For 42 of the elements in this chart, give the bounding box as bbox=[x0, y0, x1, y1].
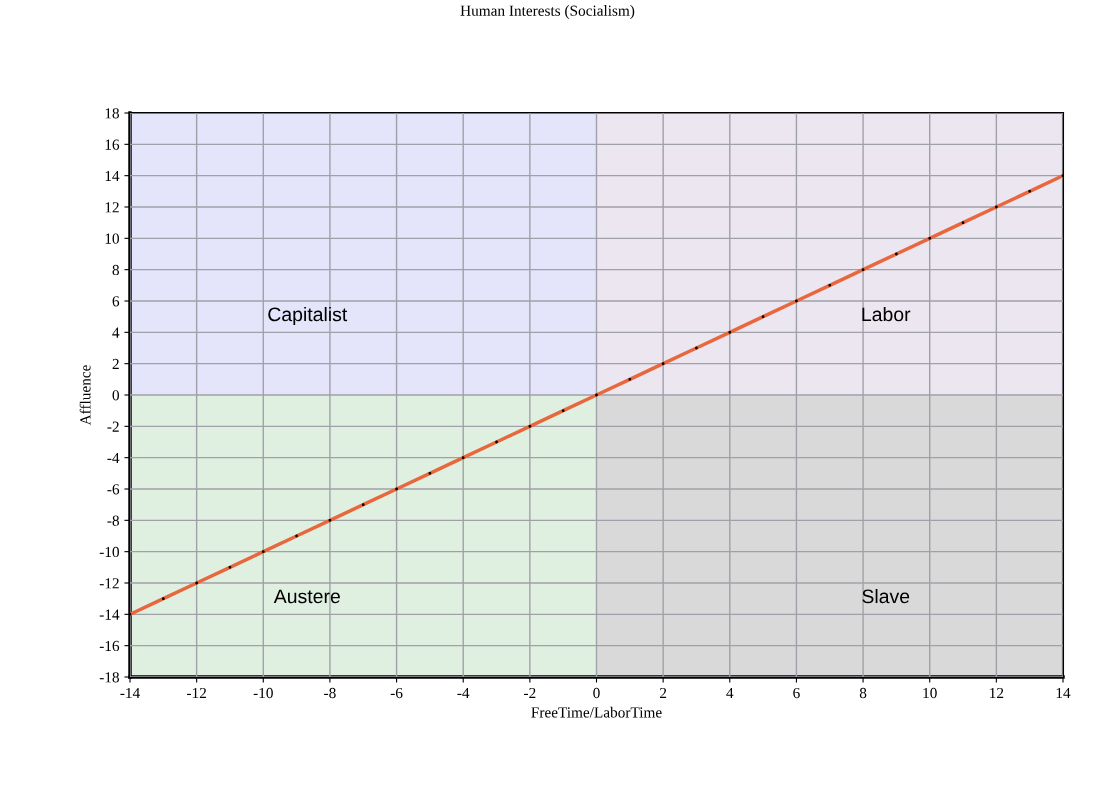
y-tick-label: 16 bbox=[105, 139, 120, 150]
x-tick-label: 2 bbox=[659, 687, 667, 699]
x-axis-title: FreeTime/LaborTime bbox=[531, 706, 662, 718]
series-label: Capitalist bbox=[268, 306, 348, 326]
x-tick-label: 0 bbox=[593, 687, 600, 699]
y-tick-label: -2 bbox=[107, 421, 119, 432]
y-tick-label: 8 bbox=[112, 264, 119, 276]
x-tick-label: 10 bbox=[923, 687, 937, 699]
y-tick-label: 14 bbox=[105, 170, 120, 181]
x-tick-label: 6 bbox=[793, 687, 800, 699]
series-label: Slave bbox=[862, 588, 910, 604]
x-tick-label: -2 bbox=[524, 687, 536, 699]
y-tick-label: 4 bbox=[112, 327, 120, 338]
x-tick-label: -12 bbox=[187, 687, 206, 699]
y-tick-label: 6 bbox=[112, 296, 120, 307]
y-tick-label: 2 bbox=[112, 358, 119, 369]
y-tick-label: -16 bbox=[99, 640, 120, 652]
x-tick-label: -8 bbox=[324, 687, 336, 699]
x-tick-label: -14 bbox=[120, 687, 140, 699]
chart-title: Human Interests (Socialism) bbox=[460, 5, 635, 19]
x-tick-label: 4 bbox=[726, 687, 734, 699]
line-series bbox=[130, 173, 1063, 617]
y-axis-title: Affluence bbox=[79, 365, 91, 426]
x-tick-label: 14 bbox=[1056, 687, 1071, 699]
y-tick-label: 0 bbox=[112, 390, 119, 401]
y-tick-label: -6 bbox=[107, 484, 120, 495]
x-tick-label: -10 bbox=[253, 687, 273, 699]
x-tick-label: 12 bbox=[990, 687, 1004, 699]
y-tick-label: -10 bbox=[99, 546, 119, 558]
x-tick-label: -6 bbox=[390, 687, 403, 699]
y-tick-label: 18 bbox=[105, 108, 119, 119]
y-tick-label: -18 bbox=[99, 672, 119, 683]
y-tick-label: 12 bbox=[105, 202, 119, 213]
y-tick-label: -8 bbox=[107, 515, 119, 526]
x-tick-label: -4 bbox=[457, 687, 470, 699]
x-tick-label: 8 bbox=[859, 687, 867, 699]
y-tick-label: -12 bbox=[99, 578, 119, 589]
series-label: Austere bbox=[273, 589, 340, 604]
y-tick-label: -14 bbox=[99, 609, 120, 620]
y-tick-label: -4 bbox=[107, 452, 120, 463]
y-tick-label: 10 bbox=[105, 233, 119, 244]
series-label: Labor bbox=[862, 306, 911, 322]
